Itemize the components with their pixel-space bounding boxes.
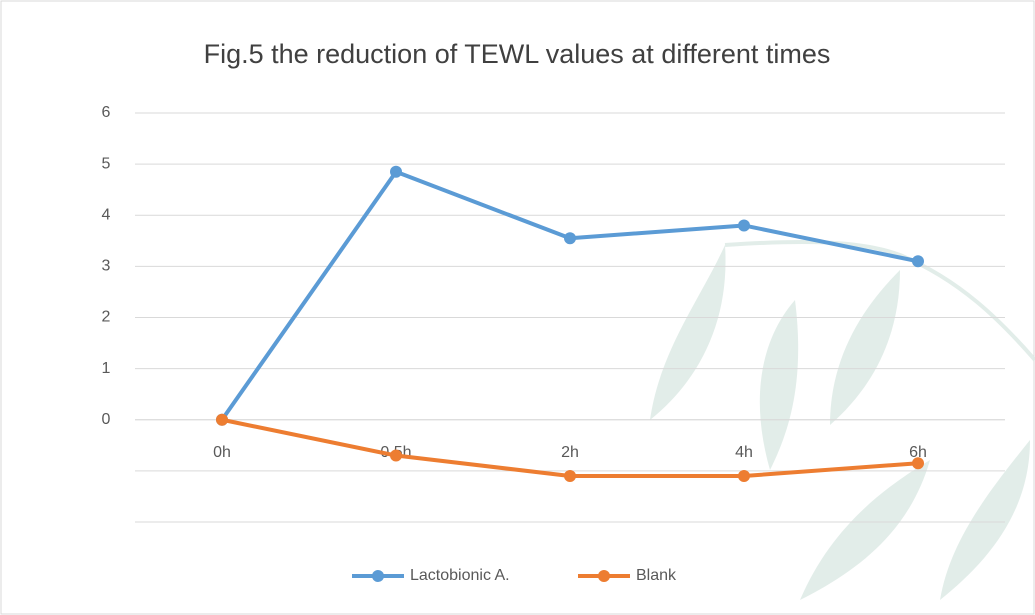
y-tick-label: 3 (102, 258, 111, 275)
y-tick-label: 1 (102, 360, 111, 377)
data-point (564, 469, 576, 482)
y-tick-label: 5 (102, 155, 111, 172)
data-point (912, 255, 924, 268)
y-tick-label: 6 (102, 104, 111, 121)
x-tick-label: 0h (213, 444, 231, 461)
data-point (390, 449, 402, 462)
data-point (216, 413, 228, 426)
x-tick-label: 4h (735, 444, 753, 461)
legend-marker (598, 570, 610, 582)
legend-label: Blank (636, 567, 677, 584)
data-point (738, 219, 750, 232)
y-tick-label: 0 (102, 411, 111, 428)
y-tick-label: 2 (102, 309, 111, 326)
legend-marker (372, 570, 384, 582)
data-point (390, 165, 402, 178)
data-point (564, 232, 576, 245)
data-point (738, 469, 750, 482)
chart-title: Fig.5 the reduction of TEWL values at di… (204, 39, 831, 69)
legend-label: Lactobionic A. (410, 567, 510, 584)
x-tick-label: 6h (909, 444, 927, 461)
data-point (912, 457, 924, 470)
leaf-decoration (650, 240, 1035, 600)
x-tick-label: 2h (561, 444, 579, 461)
y-tick-label: 4 (102, 206, 111, 223)
